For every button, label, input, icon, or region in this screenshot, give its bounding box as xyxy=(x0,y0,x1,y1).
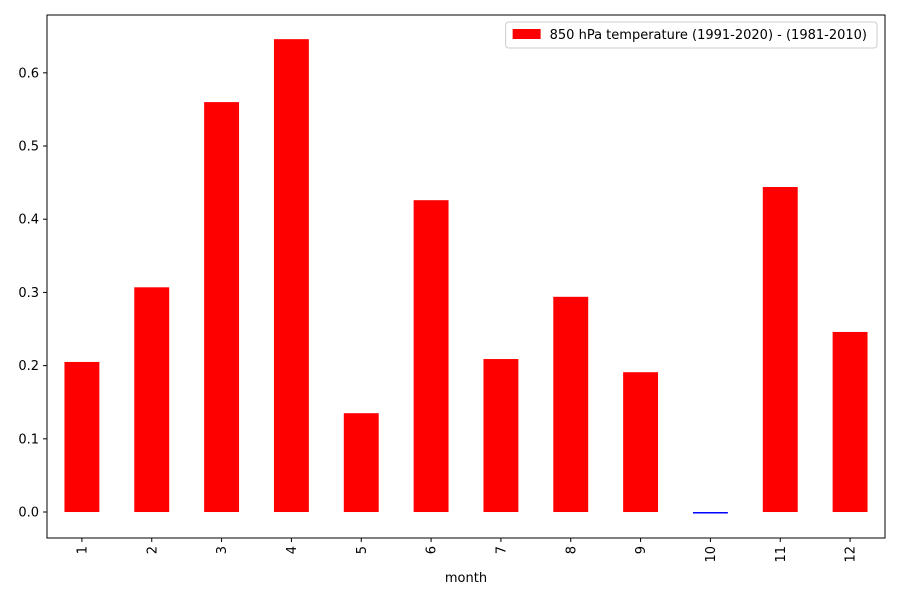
x-tick-label: 4 xyxy=(285,546,300,554)
x-tick-label: 2 xyxy=(145,546,160,554)
y-tick-label: 0.6 xyxy=(18,66,39,81)
bar xyxy=(483,359,519,513)
x-tick-label: 1 xyxy=(75,546,90,554)
y-tick-label: 0.4 xyxy=(18,213,39,228)
x-tick-label: 8 xyxy=(564,546,579,554)
bar xyxy=(343,413,379,513)
bar xyxy=(762,187,798,513)
y-tick-label: 0.3 xyxy=(18,286,39,301)
bar xyxy=(623,372,659,513)
x-tick-label: 7 xyxy=(494,546,509,554)
x-tick-label: 3 xyxy=(215,546,230,554)
bar xyxy=(273,39,309,513)
legend-swatch xyxy=(512,29,541,39)
y-tick-label: 0.0 xyxy=(18,506,39,521)
x-tick-label: 11 xyxy=(774,546,789,563)
y-tick-label: 0.1 xyxy=(18,432,39,447)
bar xyxy=(553,296,589,513)
x-tick-label: 12 xyxy=(844,546,859,563)
x-tick-label: 9 xyxy=(634,546,649,554)
x-axis-label: month xyxy=(445,571,487,586)
legend-label: 850 hPa temperature (1991-2020) - (1981-… xyxy=(550,28,867,43)
plot-frame xyxy=(46,14,886,539)
bar xyxy=(134,287,170,513)
y-tick-label: 0.2 xyxy=(18,359,39,374)
legend-box xyxy=(505,21,878,49)
bar xyxy=(832,331,868,513)
bar xyxy=(692,512,728,514)
y-tick-label: 0.5 xyxy=(18,140,39,155)
x-tick-label: 6 xyxy=(425,546,440,554)
x-tick-label: 5 xyxy=(355,546,370,554)
bar xyxy=(413,200,449,513)
x-tick-label: 10 xyxy=(704,546,719,563)
bar xyxy=(204,102,240,513)
bar xyxy=(64,361,100,513)
